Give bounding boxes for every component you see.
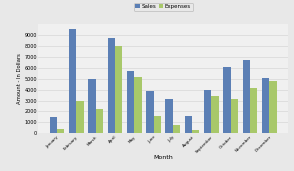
Bar <box>223 67 231 133</box>
Bar <box>173 125 180 133</box>
Bar <box>88 79 96 133</box>
Bar <box>134 77 141 133</box>
Bar <box>231 100 238 133</box>
Bar <box>50 117 57 133</box>
Bar <box>192 130 200 133</box>
Bar <box>262 78 269 133</box>
Bar <box>146 91 153 133</box>
Bar <box>69 29 76 133</box>
Bar <box>108 38 115 133</box>
Bar <box>166 100 173 133</box>
Bar <box>76 101 83 133</box>
Bar <box>115 46 122 133</box>
X-axis label: Month: Month <box>153 155 173 160</box>
Y-axis label: Amount - In Dollars: Amount - In Dollars <box>16 53 21 104</box>
Bar <box>127 71 134 133</box>
Bar <box>250 88 258 133</box>
Bar <box>57 129 64 133</box>
Bar <box>269 81 277 133</box>
Bar <box>96 109 103 133</box>
Bar <box>153 116 161 133</box>
Bar <box>204 90 211 133</box>
Bar <box>211 96 219 133</box>
Legend: Sales, Expenses: Sales, Expenses <box>133 3 193 11</box>
Bar <box>185 116 192 133</box>
Bar <box>243 60 250 133</box>
